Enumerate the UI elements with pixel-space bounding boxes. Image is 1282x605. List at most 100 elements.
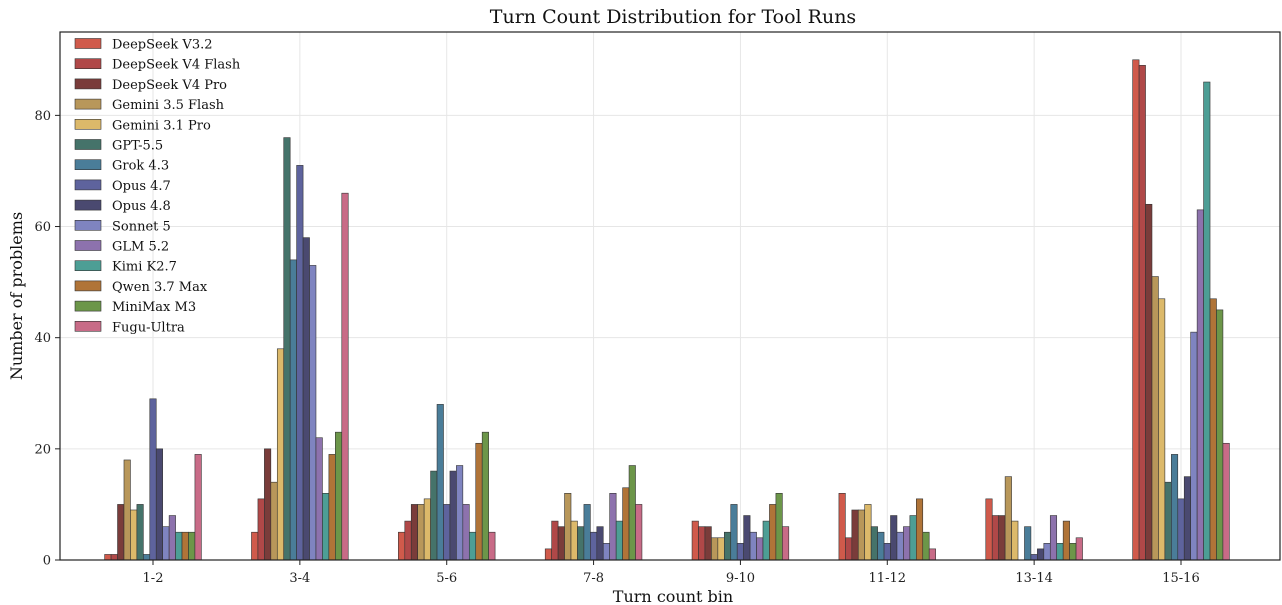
y-tick-label: 0: [43, 554, 51, 569]
bar: [916, 498, 924, 561]
x-tick-label: 1-2: [143, 571, 164, 586]
bar: [903, 526, 911, 561]
x-tick-label: 5-6: [436, 571, 457, 586]
legend-swatch: [74, 159, 102, 170]
bar: [110, 554, 118, 561]
bar: [296, 165, 304, 561]
x-tick-label: 9-10: [726, 571, 755, 586]
bar: [698, 526, 706, 561]
bar: [717, 537, 725, 561]
legend-label: GLM 5.2: [112, 240, 169, 255]
bar: [1056, 543, 1064, 561]
bar: [1183, 476, 1191, 561]
bar: [1075, 537, 1083, 561]
legend-item: Fugu-Ultra: [74, 320, 185, 335]
bar: [877, 531, 885, 561]
bar: [749, 531, 757, 561]
bar: [845, 537, 853, 561]
bar: [341, 192, 349, 561]
legend-swatch: [74, 280, 102, 292]
bar: [1216, 309, 1224, 561]
y-tick-label: 60: [34, 220, 51, 235]
bar: [398, 531, 406, 561]
legend-label: Gemini 3.5 Flash: [112, 98, 225, 113]
bar: [1062, 520, 1070, 561]
legend-item: DeepSeek V4 Pro: [74, 78, 227, 93]
bar: [985, 498, 993, 561]
legend-label: DeepSeek V3.2: [112, 38, 213, 53]
bar: [635, 504, 643, 561]
bar: [838, 493, 846, 561]
legend-label: Grok 4.3: [112, 159, 169, 174]
bar: [475, 442, 483, 561]
legend-item: MiniMax M3: [74, 300, 196, 315]
legend-swatch: [74, 38, 102, 49]
bar: [162, 526, 170, 561]
bar: [276, 348, 285, 561]
bar: [851, 509, 859, 561]
bar: [1177, 498, 1185, 561]
bar: [322, 493, 330, 561]
bar: [551, 520, 559, 561]
bar: [890, 515, 898, 561]
bar: [590, 531, 598, 561]
y-tick-label: 80: [34, 109, 51, 124]
bar: [481, 431, 489, 561]
x-tick-label: 13-14: [1015, 571, 1052, 586]
bar: [857, 509, 866, 561]
bar: [1209, 298, 1217, 561]
bar: [1145, 203, 1153, 561]
bar: [1049, 515, 1058, 561]
bar: [462, 504, 470, 561]
bar: [736, 543, 744, 561]
bars: [104, 59, 1230, 561]
bar: [896, 531, 904, 561]
legend-label: Fugu-Ultra: [112, 320, 185, 335]
tick-labels: 0 20 40 60 80 1-2 3-4 5-6 7-8 9-10 11-12 13-14 15-16: [34, 109, 1199, 586]
bar: [704, 526, 712, 561]
bar: [468, 531, 477, 561]
y-tick-label: 40: [34, 331, 51, 346]
bar: [449, 470, 457, 561]
bar: [309, 265, 317, 561]
bar: [335, 431, 343, 561]
legend-label: MiniMax M3: [112, 300, 196, 315]
legend-label: Sonnet 5: [112, 219, 171, 234]
x-tick-label: 15-16: [1162, 571, 1199, 586]
bar: [410, 504, 418, 561]
y-axis-label: Number of problems: [7, 212, 26, 380]
x-tick-label: 7-8: [583, 571, 604, 586]
legend-item: Opus 4.7: [74, 179, 171, 194]
bar: [1011, 520, 1019, 561]
x-tick-label: 11-12: [869, 571, 906, 586]
legend-label: Opus 4.7: [112, 179, 171, 194]
x-axis-label: Turn count bin: [613, 587, 733, 605]
bar: [615, 520, 623, 561]
bar: [998, 515, 1006, 561]
legend-swatch: [74, 179, 102, 191]
bar: [423, 498, 431, 561]
bar: [1171, 454, 1179, 561]
bar: [1151, 276, 1159, 561]
bar: [622, 487, 630, 561]
bar: [743, 515, 751, 561]
legend-swatch: [74, 98, 102, 110]
bar: [1037, 548, 1045, 561]
bar: [1158, 298, 1166, 561]
legend-item: Kimi K2.7: [74, 260, 177, 275]
bar: [149, 398, 157, 561]
legend-label: Gemini 3.1 Pro: [112, 118, 211, 133]
x-tick-label: 3-4: [289, 571, 310, 586]
bar: [251, 531, 259, 561]
legend-label: DeepSeek V4 Flash: [112, 58, 241, 73]
bar: [557, 526, 565, 561]
y-tick-label: 20: [34, 442, 51, 457]
bar: [289, 259, 297, 561]
bar: [883, 543, 891, 561]
bar: [302, 237, 310, 561]
legend-item: Gemini 3.5 Flash: [74, 98, 225, 113]
legend-item: Grok 4.3: [74, 159, 169, 174]
legend-label: Kimi K2.7: [112, 260, 177, 275]
bar: [404, 520, 412, 561]
bar: [544, 548, 552, 561]
